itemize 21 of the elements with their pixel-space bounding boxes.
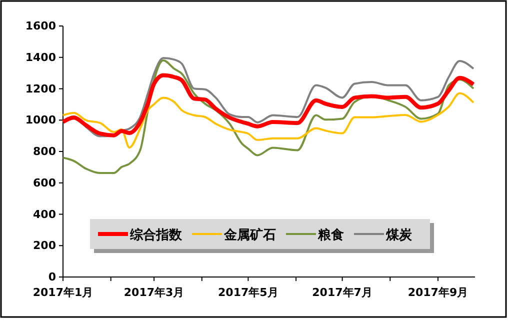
y-tick-label: 200 <box>33 239 56 252</box>
line-series <box>61 73 476 138</box>
line-series <box>62 92 474 149</box>
legend-label: 综合指数 <box>129 227 183 243</box>
y-tick-label: 1200 <box>25 82 56 96</box>
x-tick-label: 2017年9月 <box>408 286 468 300</box>
x-tick-label: 2017年3月 <box>124 286 184 300</box>
line-series <box>62 59 474 174</box>
y-tick-label: 1000 <box>25 114 56 127</box>
legend-label: 粮食 <box>317 227 344 243</box>
y-tick-label: 1400 <box>25 50 56 64</box>
x-tick-label: 2017年1月 <box>32 286 94 300</box>
y-tick-label: 800 <box>33 145 56 158</box>
y-tick-label: 0 <box>48 270 56 284</box>
x-tick-label: 2017年5月 <box>218 286 278 300</box>
legend-label: 金属矿石 <box>223 227 276 243</box>
y-tick-label: 1600 <box>25 20 56 33</box>
x-tick-label: 2017年7月 <box>312 286 372 300</box>
legend-label: 煤炭 <box>385 228 413 243</box>
y-tick-label: 400 <box>33 208 56 221</box>
y-tick-label: 600 <box>33 176 56 190</box>
